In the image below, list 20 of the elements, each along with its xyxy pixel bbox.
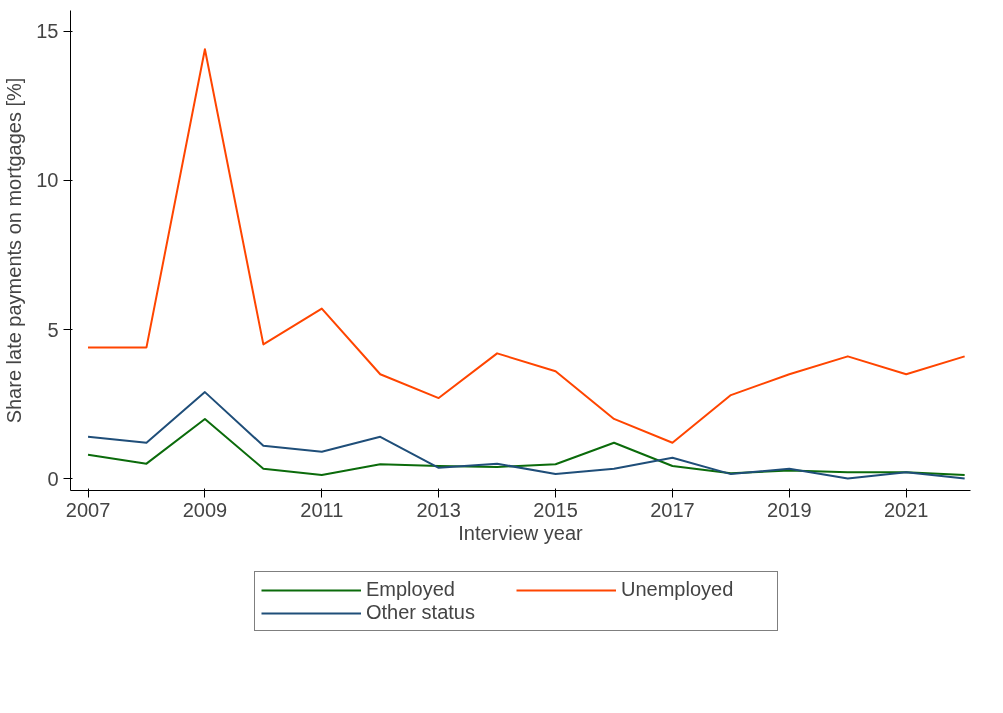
x-tick-label: 2021: [883, 498, 929, 521]
x-tick-label: 2013: [416, 498, 461, 521]
x-tick-label: 2007: [65, 498, 111, 521]
legend-label: Other status: [366, 601, 476, 624]
x-tick-label: 2009: [182, 498, 228, 521]
y-tick-label: 5: [47, 318, 59, 341]
y-tick-label: 0: [47, 467, 59, 490]
legend-label: Employed: [366, 578, 456, 601]
line-series: [87, 391, 966, 480]
legend-label: Unemployed: [621, 578, 735, 601]
x-tick-label: 2019: [767, 498, 812, 521]
x-tick-label: 2015: [533, 498, 578, 521]
y-axis-title: Share late payments on mortgages [%]: [3, 77, 26, 424]
y-tick-label: 15: [36, 20, 59, 43]
x-axis-title: Interview year: [458, 521, 584, 544]
y-tick-label: 10: [36, 169, 59, 192]
x-tick-label: 2011: [300, 498, 344, 521]
line-series: [87, 417, 966, 476]
x-tick-label: 2017: [650, 498, 695, 521]
line-series: [87, 48, 966, 444]
